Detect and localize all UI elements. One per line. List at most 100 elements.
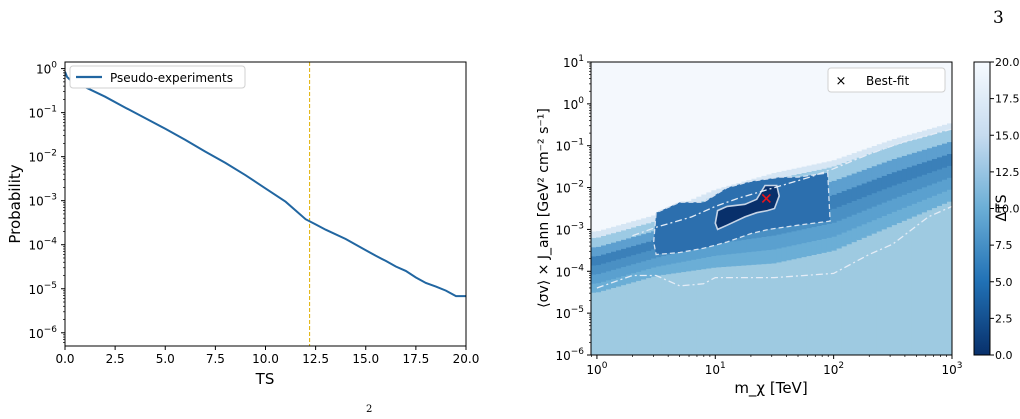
heatmap-band-cell (896, 196, 903, 210)
heatmap-band-cell (866, 154, 873, 169)
heatmap-band-cell (636, 225, 642, 236)
y-tick-label: 100 (563, 96, 584, 112)
heatmap-band-cell (941, 179, 948, 192)
heatmap-band-cell (881, 215, 888, 230)
heatmap-field (591, 62, 952, 355)
heatmap-band-cell (611, 269, 617, 279)
heatmap-band-cell (751, 237, 758, 252)
heatmap-edge-cell (826, 161, 833, 168)
heatmap-base-cell (786, 259, 793, 355)
heatmap-band-cell (821, 224, 828, 239)
heatmap-edge-cell (796, 167, 803, 174)
heatmap-band-cell (771, 235, 778, 250)
heatmap-band-cell (936, 193, 943, 206)
heatmap-base-cell (841, 245, 848, 355)
heatmap-base-cell (856, 239, 863, 355)
heatmap-band-cell (666, 254, 672, 265)
heatmap-band-cell (596, 237, 602, 247)
heatmap-band-cell (626, 246, 632, 257)
heatmap-band-cell (881, 188, 888, 203)
heatmap-band-cell (846, 202, 853, 217)
heatmap-band-cell (741, 252, 748, 266)
heatmap-band-cell (911, 177, 918, 192)
heatmap-band-cell (636, 262, 642, 272)
heatmap-band-cell (906, 166, 913, 181)
y-tick-label: 10−1 (555, 138, 584, 154)
heatmap-band-cell (861, 169, 868, 184)
heatmap-edge-cell (861, 149, 868, 156)
heatmap-base-cell (621, 284, 627, 355)
heatmap-band-cell (681, 250, 687, 262)
heatmap-base-cell (921, 211, 928, 355)
heatmap-band-cell (626, 237, 632, 248)
heatmap-band-cell (831, 180, 838, 195)
heatmap-band-cell (826, 237, 833, 252)
heatmap-band-cell (841, 232, 848, 247)
heatmap-base-cell (741, 265, 748, 355)
heatmap-band-cell (851, 159, 858, 174)
heatmap-base-cell (836, 248, 843, 355)
heatmap-base-cell (931, 207, 938, 355)
x-tick-label: 0.0 (55, 352, 74, 366)
heatmap-band-cell (891, 184, 898, 199)
x-tick-label: 15.0 (352, 352, 379, 366)
heatmap-band-cell (681, 261, 687, 273)
heatmap-band-cell (936, 181, 943, 194)
heatmap-band-cell (731, 253, 738, 267)
heatmap-base-cell (826, 251, 833, 355)
heatmap-band-cell (926, 184, 933, 198)
heatmap-band-cell (946, 165, 952, 178)
heatmap-base-cell (631, 281, 637, 355)
right-y-axis-label: ⟨σv⟩ × J_ann [GeV² cm⁻² s⁻¹] (536, 108, 552, 308)
heatmap-base-cell (851, 241, 858, 355)
heatmap-base-cell (801, 256, 808, 355)
heatmap-band-cell (866, 194, 873, 209)
heatmap-band-cell (616, 258, 622, 269)
heatmap-base-cell (886, 226, 893, 355)
heatmap-band-cell (811, 226, 818, 242)
heatmap-edge-cell (896, 137, 903, 144)
heatmap-base-cell (806, 255, 813, 355)
heatmap-band-cell (726, 241, 732, 255)
heatmap-band-cell (646, 241, 652, 251)
heatmap-edge-cell (691, 198, 697, 206)
heatmap-band-cell (916, 188, 923, 202)
heatmap-band-cell (936, 144, 943, 158)
heatmap-band-cell (851, 173, 858, 188)
heatmap-base-cell (761, 263, 768, 355)
heatmap-band-cell (716, 254, 722, 268)
heatmap-band-cell (606, 243, 612, 254)
heatmap-band-cell (891, 211, 898, 226)
heatmap-edge-cell (836, 158, 843, 165)
heatmap-base-cell (726, 266, 732, 355)
heatmap-band-cell (866, 167, 873, 182)
dm-heatmap: 100 101 102 103 10110010−110−210−310−410−51… (536, 54, 1020, 398)
heatmap-edge-cell (881, 142, 888, 149)
heatmap-band-cell (756, 250, 763, 265)
heatmap-band-cell (601, 281, 607, 291)
left-y-ticks: 100 10−1 10−2 10−3 10−4 10−5 10−6 (28, 61, 65, 343)
heatmap-base-cell (661, 274, 667, 355)
heatmap-base-cell (821, 252, 828, 355)
colorbar-tick-label: 5.0 (995, 276, 1013, 289)
heatmap-edge-cell (871, 145, 878, 153)
heatmap-band-cell (941, 167, 948, 180)
heatmap-band-cell (936, 132, 943, 146)
heatmap-band-cell (836, 220, 843, 235)
heatmap-band-cell (761, 250, 768, 265)
heatmap-band-cell (636, 271, 642, 281)
contour-solid (714, 184, 781, 231)
heatmap-band-cell (806, 241, 813, 257)
right-x-ticks: 100 101 102 103 (586, 355, 963, 377)
heatmap-edge-cell (946, 123, 952, 130)
heatmap-band-cell (716, 242, 722, 256)
colorbar-tick-label: 20.0 (995, 56, 1020, 69)
significance-region-1sigma (715, 185, 780, 230)
heatmap-edge-cell (891, 139, 898, 146)
probability-chart: 0.0 2.5 5.0 7.5 10.0 12.5 15.0 17.5 20.0 100 10−1… (6, 61, 479, 388)
heatmap-band-cell (646, 250, 652, 260)
heatmap-edge-cell (921, 130, 928, 137)
contour-dashed (653, 172, 831, 256)
heatmap-band-cell (621, 239, 627, 249)
heatmap-band-cell (881, 202, 888, 216)
